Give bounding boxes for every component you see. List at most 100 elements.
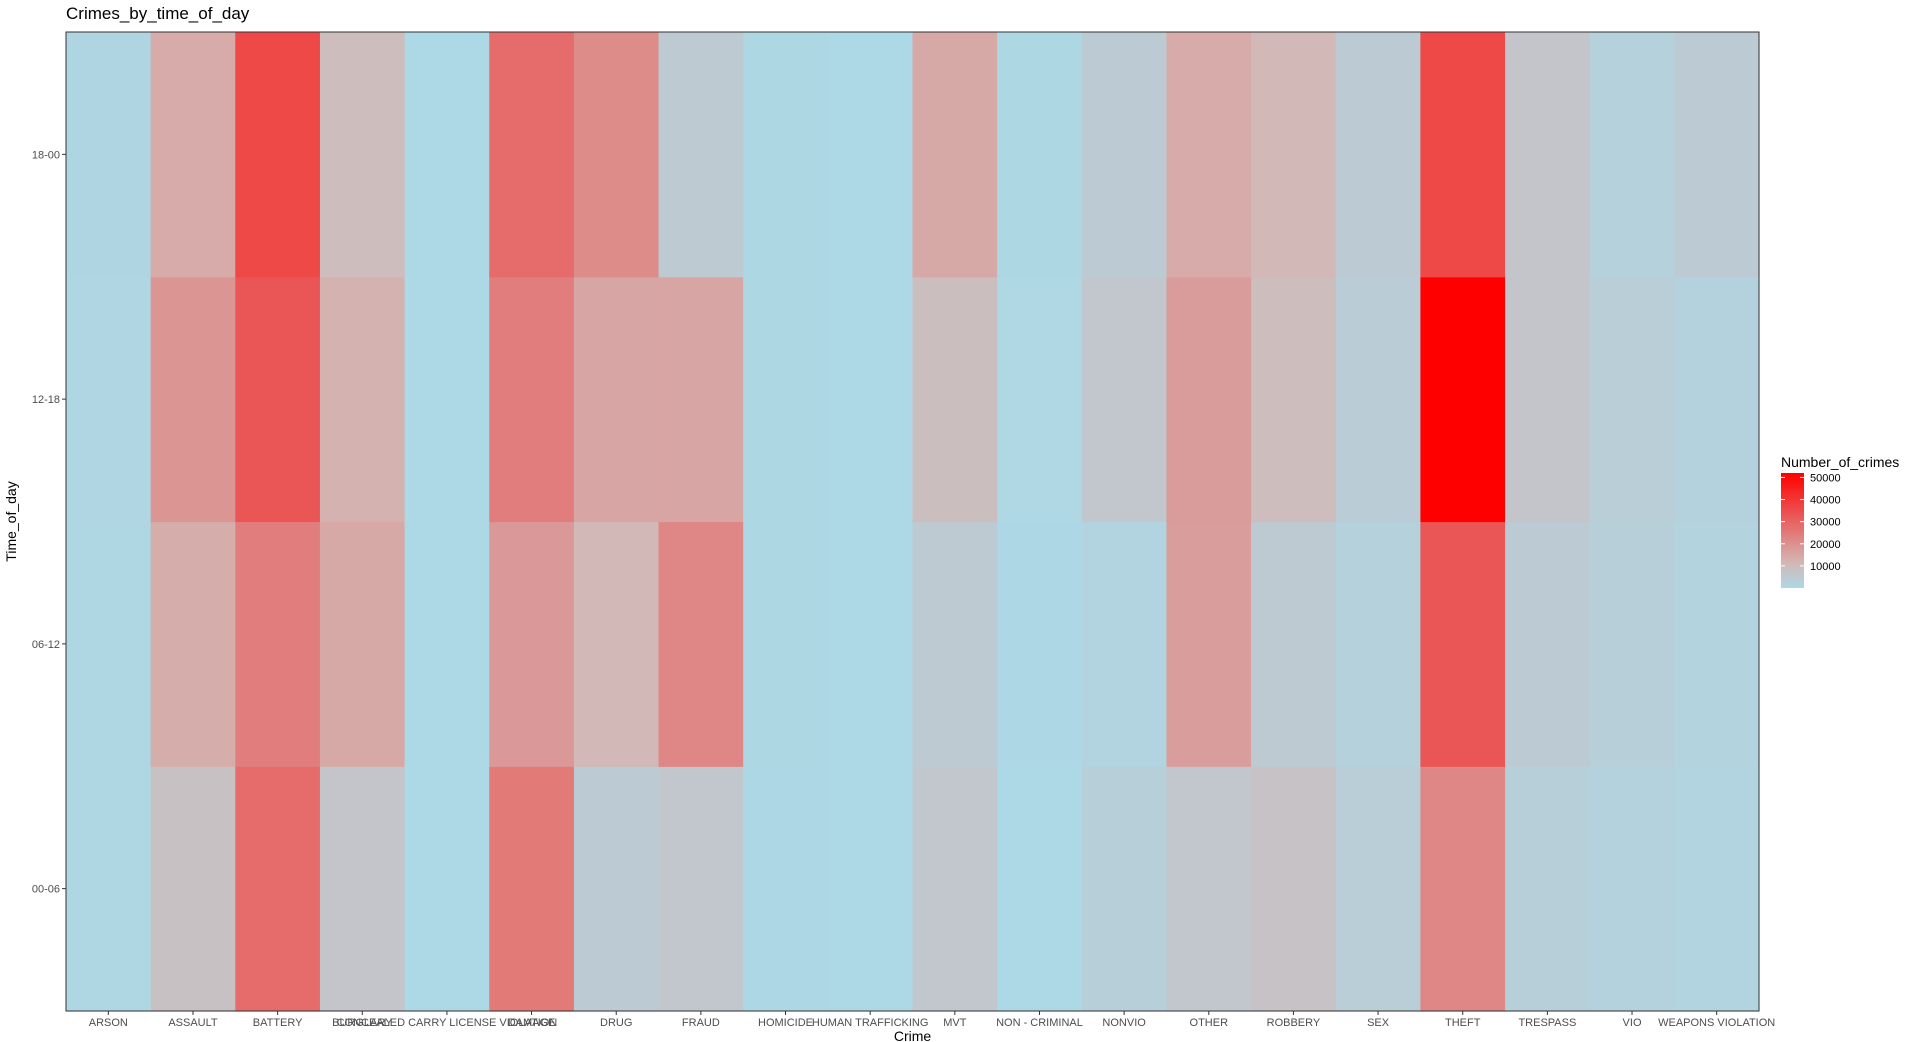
heatmap-cell-battery-18-00 <box>235 32 321 278</box>
x-tick-label-trespass: TRESPASS <box>1518 1017 1576 1029</box>
legend-label-50000: 50000 <box>1810 472 1841 484</box>
x-tick-label-human-trafficking: HUMAN TRAFFICKING <box>812 1017 929 1029</box>
heatmap-cell-trespass-18-00 <box>1505 32 1591 278</box>
heatmap-cell-concealed-carry-license-violation-18-00 <box>404 32 490 278</box>
heatmap-cell-non-criminal-00-06 <box>997 766 1083 1012</box>
heatmap-cell-battery-00-06 <box>235 766 321 1012</box>
heatmap-cell-human-trafficking-12-18 <box>827 276 914 523</box>
heatmap-cell-theft-12-18 <box>1420 276 1506 523</box>
heatmap-cell-weapons-violation-06-12 <box>1674 521 1760 767</box>
heatmap-cell-homicide-06-12 <box>743 521 829 767</box>
x-axis-title: Crime <box>894 1028 932 1042</box>
heatmap-cell-robbery-00-06 <box>1251 766 1337 1012</box>
heatmap-cell-arson-06-12 <box>66 521 152 767</box>
heatmap-cell-concealed-carry-license-violation-12-18 <box>404 276 490 523</box>
heatmap-cell-concealed-carry-license-violation-00-06 <box>404 766 490 1012</box>
heatmap-cell-vio-18-00 <box>1589 32 1675 278</box>
heatmap-cell-nonvio-00-06 <box>1081 766 1168 1012</box>
heatmap-cell-mvt-12-18 <box>912 276 998 523</box>
heatmap-cell-drug-12-18 <box>573 276 660 523</box>
legend-label-40000: 40000 <box>1810 495 1841 507</box>
x-tick-label-assault: ASSAULT <box>168 1017 218 1029</box>
heatmap-cell-burglary-00-06 <box>319 766 406 1012</box>
heatmap-cell-theft-00-06 <box>1420 766 1506 1012</box>
heatmap-cell-other-06-12 <box>1166 521 1252 767</box>
heatmap-cell-non-criminal-18-00 <box>997 32 1083 278</box>
heatmap-cell-sex-12-18 <box>1335 276 1421 523</box>
heatmap-cell-concealed-carry-license-violation-06-12 <box>404 521 490 767</box>
x-tick-label-vio: VIO <box>1623 1017 1642 1029</box>
heatmap-cell-sex-06-12 <box>1335 521 1421 767</box>
y-axis-title: Time_of_day <box>3 481 19 561</box>
legend-title: Number_of_crimes <box>1781 454 1899 470</box>
heatmap-cell-sex-00-06 <box>1335 766 1421 1012</box>
heatmap-cell-fraud-06-12 <box>658 521 744 767</box>
x-tick-label-sex: SEX <box>1367 1017 1390 1029</box>
legend-color-bar <box>1781 473 1804 588</box>
y-tick-label-00-06: 00-06 <box>32 884 60 896</box>
legend: Number_of_crimes 10000 20000 30000 40000 500… <box>1781 454 1899 588</box>
heatmap-cell-battery-12-18 <box>235 276 321 523</box>
heatmap-cell-vio-00-06 <box>1589 766 1675 1012</box>
y-axis: 00-06 06-12 12-18 18-00 <box>32 149 66 896</box>
heatmap-cell-theft-06-12 <box>1420 521 1506 767</box>
x-tick-label-non-criminal: NON - CRIMINAL <box>996 1017 1083 1029</box>
heatmap-cell-burglary-18-00 <box>319 32 406 278</box>
x-tick-label-damage: DAMAGE <box>508 1017 556 1029</box>
heatmap-cell-non-criminal-06-12 <box>997 521 1083 767</box>
heatmap-cell-trespass-00-06 <box>1505 766 1591 1012</box>
heatmap-cell-robbery-18-00 <box>1251 32 1337 278</box>
x-tick-label-mvt: MVT <box>943 1017 967 1029</box>
heatmap-cell-robbery-06-12 <box>1251 521 1337 767</box>
heatmap-cell-nonvio-18-00 <box>1081 32 1168 278</box>
heatmap-cell-nonvio-06-12 <box>1081 521 1168 767</box>
heatmap-cell-fraud-18-00 <box>658 32 744 278</box>
heatmap-cell-arson-18-00 <box>66 32 152 278</box>
x-tick-label-arson: ARSON <box>89 1017 128 1029</box>
heatmap-cell-damage-00-06 <box>489 766 575 1012</box>
heatmap-cell-damage-06-12 <box>489 521 575 767</box>
heatmap-cell-nonvio-12-18 <box>1081 276 1168 523</box>
heatmap-cell-human-trafficking-00-06 <box>827 766 914 1012</box>
x-tick-label-burglary: BURGLARY <box>332 1017 393 1029</box>
heatmap-cell-homicide-12-18 <box>743 276 829 523</box>
x-tick-label-theft: THEFT <box>1445 1017 1481 1029</box>
x-tick-label-homicide: HOMICIDE <box>758 1017 813 1029</box>
heatmap-cell-arson-12-18 <box>66 276 152 523</box>
heatmap-cell-weapons-violation-12-18 <box>1674 276 1760 523</box>
heatmap-cell-fraud-00-06 <box>658 766 744 1012</box>
heatmap-cell-robbery-12-18 <box>1251 276 1337 523</box>
heatmap-cell-drug-18-00 <box>573 32 660 278</box>
heatmap-cell-assault-12-18 <box>150 276 236 523</box>
heatmap-cells <box>66 32 1760 1012</box>
heatmap-cell-mvt-00-06 <box>912 766 998 1012</box>
heatmap-cell-vio-06-12 <box>1589 521 1675 767</box>
legend-label-30000: 30000 <box>1810 517 1841 529</box>
heatmap-cell-mvt-06-12 <box>912 521 998 767</box>
heatmap-cell-trespass-12-18 <box>1505 276 1591 523</box>
x-tick-label-concealed-carry-license-violation: CONCEALED CARRY LICENSE VIOLATION <box>337 1017 558 1029</box>
heatmap-cell-damage-12-18 <box>489 276 575 523</box>
y-tick-label-06-12: 06-12 <box>32 639 60 651</box>
heatmap-cell-other-18-00 <box>1166 32 1252 278</box>
heatmap-cell-drug-00-06 <box>573 766 660 1012</box>
legend-label-20000: 20000 <box>1810 539 1841 551</box>
y-tick-label-18-00: 18-00 <box>32 149 60 161</box>
heatmap-cell-human-trafficking-18-00 <box>827 32 914 278</box>
heatmap-cell-arson-00-06 <box>66 766 152 1012</box>
x-tick-label-battery: BATTERY <box>253 1017 303 1029</box>
x-tick-label-nonvio: NONVIO <box>1102 1017 1146 1029</box>
heatmap-cell-sex-18-00 <box>1335 32 1421 278</box>
heatmap-cell-burglary-06-12 <box>319 521 406 767</box>
heatmap-cell-trespass-06-12 <box>1505 521 1591 767</box>
y-tick-label-12-18: 12-18 <box>32 394 60 406</box>
legend-label-10000: 10000 <box>1810 561 1841 573</box>
heatmap-cell-weapons-violation-00-06 <box>1674 766 1760 1012</box>
heatmap-cell-other-12-18 <box>1166 276 1252 523</box>
heatmap-cell-vio-12-18 <box>1589 276 1675 523</box>
x-tick-label-fraud: FRAUD <box>682 1017 720 1029</box>
heatmap-cell-other-00-06 <box>1166 766 1252 1012</box>
